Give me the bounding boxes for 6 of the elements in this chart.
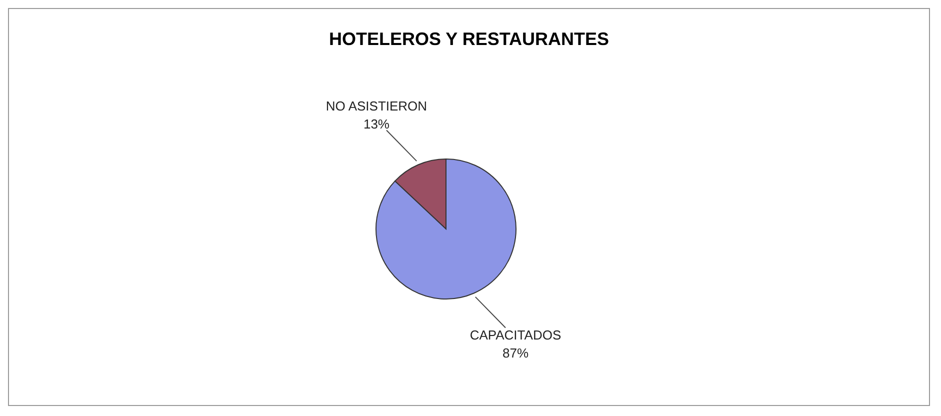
slice-label: NO ASISTIERON [326, 98, 428, 114]
slice-label: CAPACITADOS [470, 328, 562, 343]
data-label: 87% [502, 346, 529, 361]
data-label: 13% [363, 116, 390, 132]
chart-title: HOTELEROS Y RESTAURANTES [328, 29, 610, 50]
pie-slice [376, 158, 516, 300]
